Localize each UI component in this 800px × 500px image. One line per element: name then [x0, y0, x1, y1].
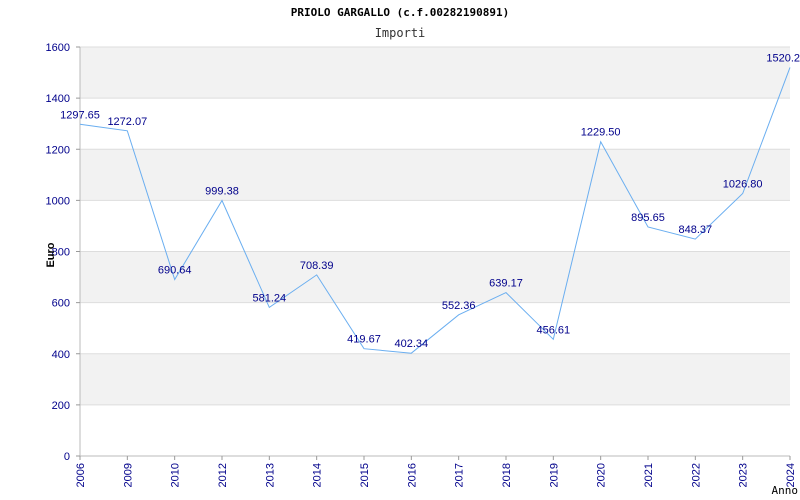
data-label: 848.37: [679, 224, 713, 236]
data-label: 639.17: [489, 278, 523, 290]
plot-band: [80, 251, 790, 303]
x-tick-label: 2013: [264, 463, 276, 487]
x-tick-label: 2006: [75, 463, 87, 487]
y-tick-label: 200: [52, 400, 70, 412]
x-tick-label: 2023: [738, 463, 750, 487]
x-tick-label: 2024: [785, 463, 797, 487]
plot-band: [80, 47, 790, 99]
y-tick-label: 1000: [46, 195, 70, 207]
data-label: 690.64: [158, 264, 192, 276]
plot-band: [80, 353, 790, 405]
x-tick-label: 2009: [122, 463, 134, 487]
series-line-group: [79, 67, 791, 354]
data-label: 1272.07: [107, 116, 147, 128]
x-tick-label: 2012: [217, 463, 229, 487]
data-label: 552.36: [442, 300, 476, 312]
data-label: 1229.50: [581, 127, 621, 139]
data-label: 1297.65: [60, 109, 100, 121]
x-axis-label: Anno: [772, 484, 799, 497]
series-line: [79, 67, 791, 354]
x-tick-label: 2017: [454, 463, 466, 487]
x-tick-label: 2021: [643, 463, 655, 487]
y-tick-label: 0: [64, 451, 70, 463]
data-label: 1520.2: [766, 52, 800, 64]
y-tick-label: 1400: [46, 93, 70, 105]
data-label: 1026.80: [723, 179, 763, 191]
x-tick-label: 2018: [501, 463, 513, 487]
x-tick-label: 2010: [170, 463, 182, 487]
data-label: 895.65: [631, 212, 665, 224]
data-labels: 1297.65 1272.07 690.64 999.38 581.24 708.39 41…: [60, 52, 800, 350]
data-label: 402.34: [395, 338, 429, 350]
gridlines: [80, 46, 790, 457]
data-label: 999.38: [205, 186, 239, 198]
y-tick-label: 1600: [46, 42, 70, 54]
y-tick-label: 800: [52, 247, 70, 259]
chart-title: PRIOLO GARGALLO (c.f.00282190891): [291, 6, 510, 19]
data-label: 456.61: [537, 324, 571, 336]
x-tick-label: 2020: [596, 463, 608, 487]
x-tick-label: 2022: [690, 463, 702, 487]
y-axis-ticks: 0 200 400 600 800 1000 1200 1400 1600: [46, 42, 80, 463]
data-label: 419.67: [347, 334, 381, 346]
x-axis-ticks: 2006 2009 2010 2012 2013 2014 2015 2016 2017 2018…: [75, 456, 797, 487]
x-tick-label: 2016: [406, 463, 418, 487]
plot-band: [80, 149, 790, 201]
x-tick-label: 2015: [359, 463, 371, 487]
y-tick-label: 400: [52, 349, 70, 361]
data-label: 708.39: [300, 260, 334, 272]
x-tick-label: 2019: [548, 463, 560, 487]
chart-subtitle: Importi: [375, 26, 426, 40]
y-tick-label: 1200: [46, 144, 70, 156]
data-label: 581.24: [253, 292, 287, 304]
x-tick-label: 2014: [312, 463, 324, 487]
y-tick-label: 600: [52, 298, 70, 310]
y-axis-label: Euro: [45, 242, 57, 267]
